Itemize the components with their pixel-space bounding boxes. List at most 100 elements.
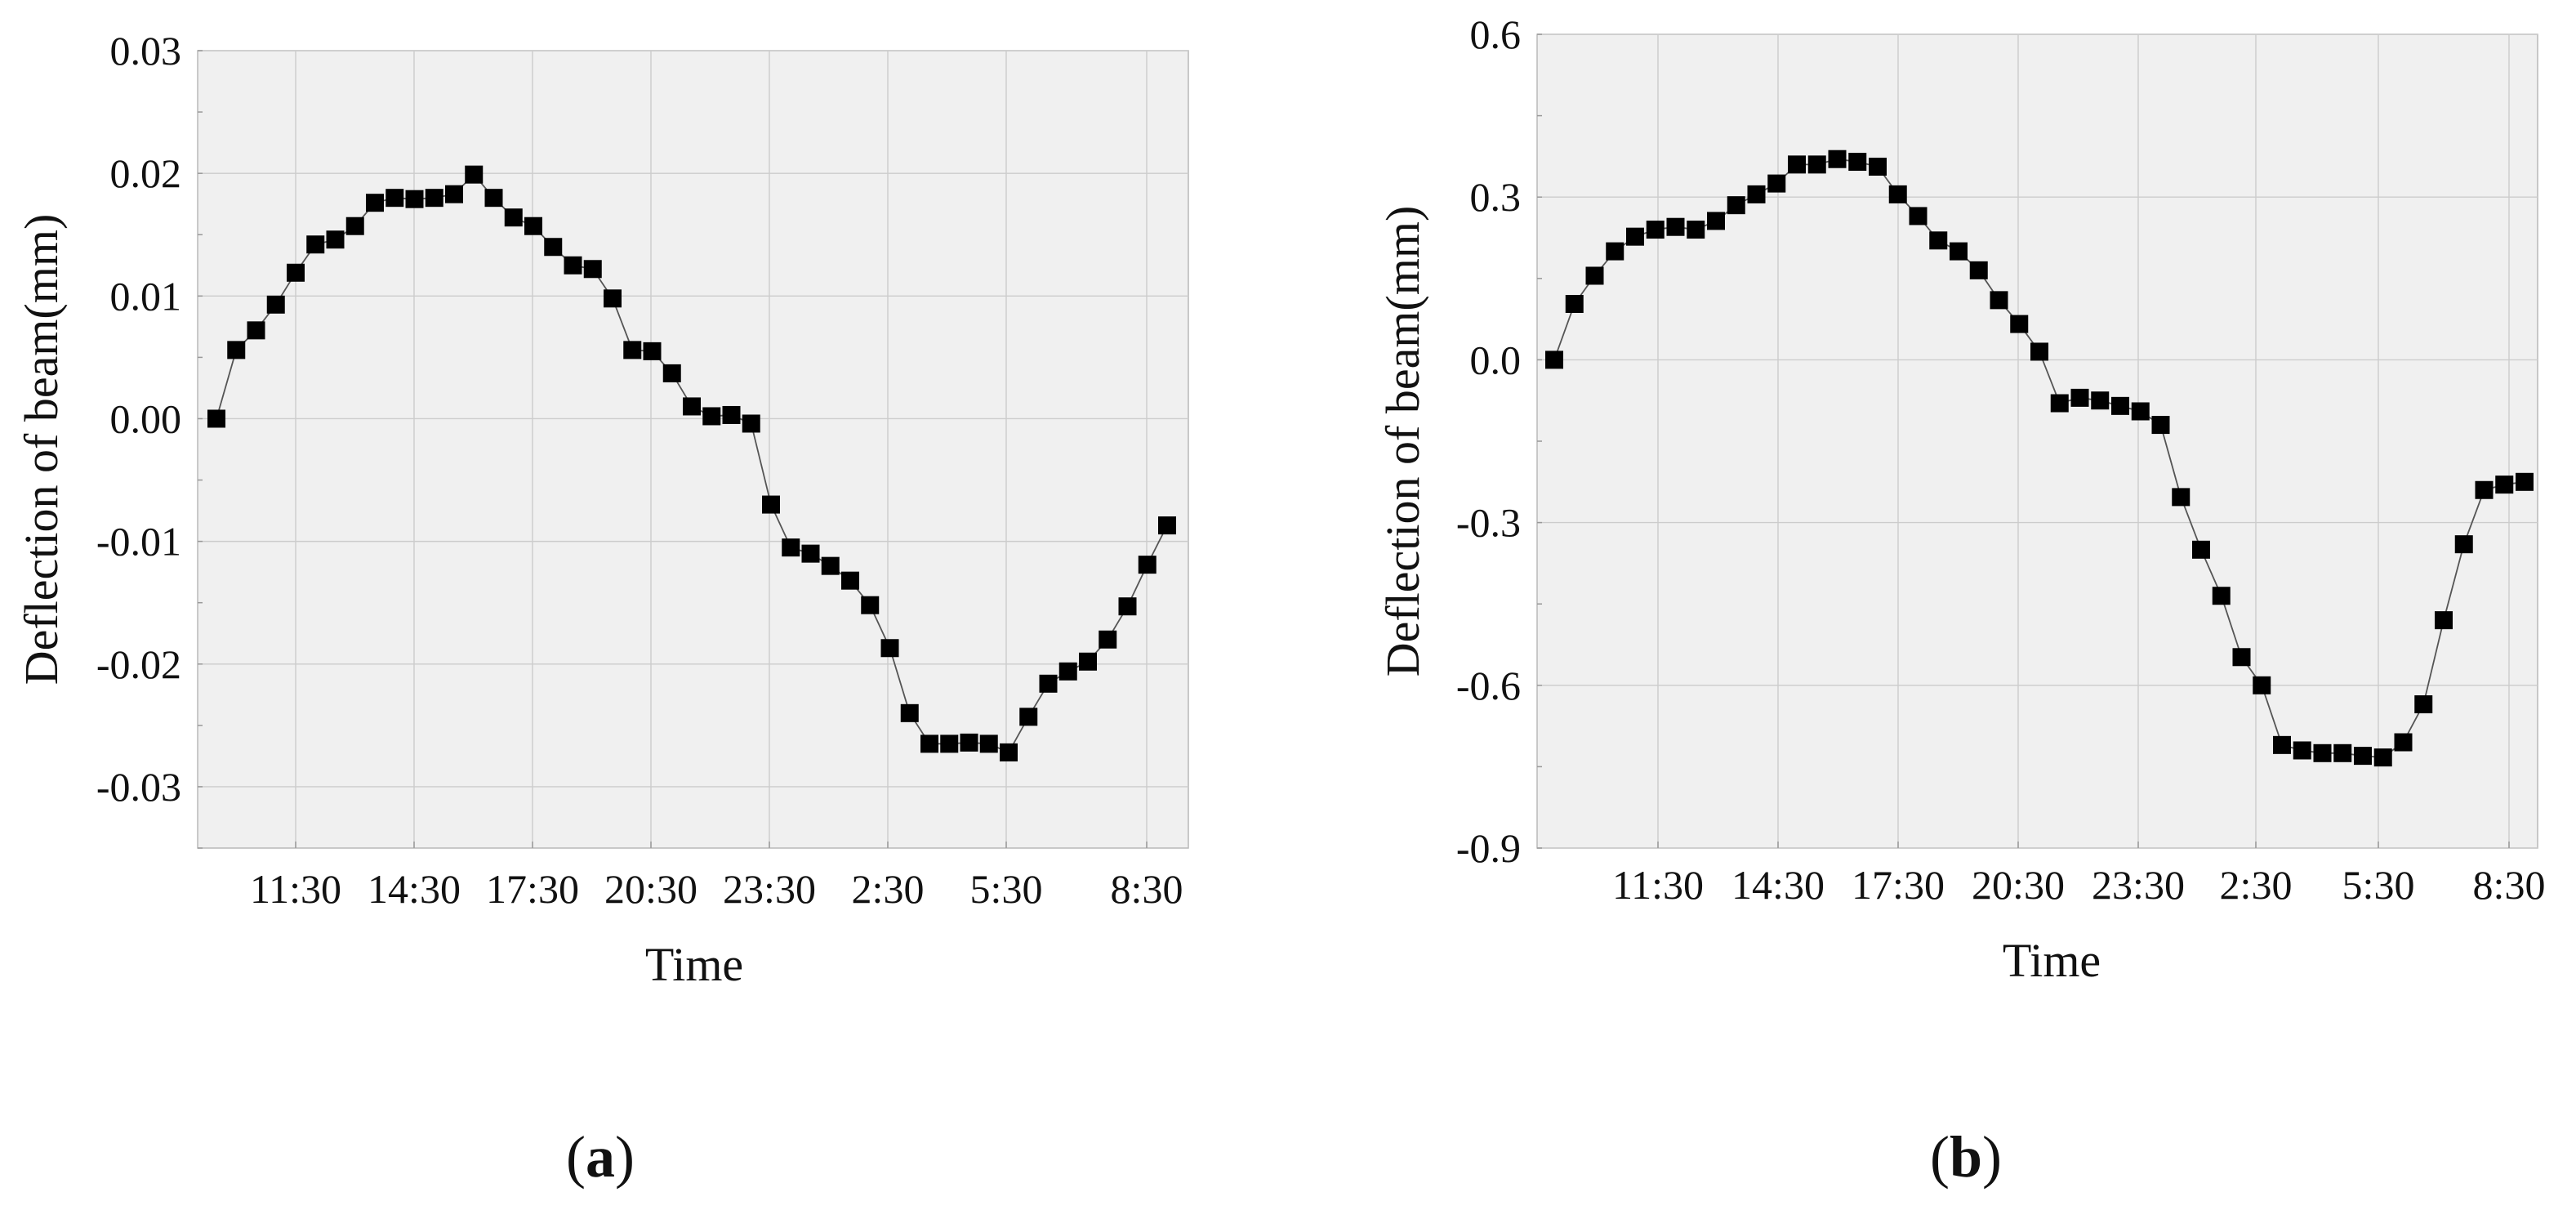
data-point-marker (1565, 295, 1584, 314)
panel-label-letter: b (1950, 1124, 1982, 1190)
data-point-marker (2516, 472, 2534, 491)
data-point-marker (1747, 185, 1766, 203)
data-point-marker (2373, 748, 2392, 767)
data-point-marker (544, 238, 563, 257)
data-point-marker (1138, 556, 1157, 574)
data-point-marker (1687, 221, 1705, 239)
panel-label-close: ) (1982, 1124, 2002, 1190)
y-axis-title: Deflection of beam(mm) (1376, 206, 1429, 677)
plot-area (197, 50, 1189, 849)
y-tick-label: 0.0 (1470, 337, 1522, 382)
data-point-marker (1019, 708, 1038, 726)
data-point-marker (1848, 153, 1867, 172)
data-point-marker (979, 735, 998, 753)
data-point-marker (207, 409, 225, 428)
x-tick-label: 17:30 (486, 866, 579, 912)
panel-label-letter: a (586, 1124, 615, 1190)
data-point-marker (1869, 158, 1887, 176)
chart-b-svg: 0.6 0.3 0.0 -0.3 -0.6 -0.9 11:30 14:30 17:30 20:3… (1376, 11, 2546, 1190)
data-point-marker (2394, 733, 2413, 752)
data-point-marker (2232, 648, 2251, 667)
panel-label-close: ) (615, 1124, 635, 1190)
data-point-marker (1039, 674, 1058, 693)
data-point-marker (1929, 231, 1948, 250)
data-point-marker (2111, 396, 2129, 415)
data-point-marker (266, 295, 285, 314)
data-point-marker (940, 735, 959, 753)
data-point-marker (742, 414, 760, 433)
y-tick-label: 0.00 (110, 395, 182, 441)
data-point-marker (1606, 242, 1624, 261)
data-point-marker (861, 596, 880, 614)
data-point-marker (1807, 155, 1826, 174)
data-point-marker (524, 217, 542, 235)
data-point-marker (2414, 695, 2433, 714)
data-point-marker (583, 260, 602, 279)
data-point-marker (326, 230, 345, 249)
data-point-marker (366, 194, 384, 212)
data-point-marker (1707, 212, 1725, 230)
x-tick-label: 8:30 (1111, 866, 1183, 912)
chart-a-svg: 0.03 0.02 0.01 0.00 -0.01 -0.02 -0.03 11:30 14:3… (15, 28, 1189, 1190)
data-point-marker (2212, 587, 2231, 605)
data-point-marker (683, 397, 701, 416)
data-point-marker (702, 407, 721, 426)
x-tick-label: 11:30 (1612, 862, 1704, 908)
data-point-marker (1950, 242, 1968, 261)
x-tick-label: 2:30 (2220, 862, 2293, 908)
x-tick-label: 23:30 (723, 866, 816, 912)
data-point-marker (2151, 416, 2170, 435)
x-tick-label: 20:30 (1972, 862, 2065, 908)
data-point-marker (1158, 516, 1176, 535)
x-tick-label: 5:30 (2342, 862, 2415, 908)
y-tick-label: -0.6 (1456, 663, 1521, 708)
data-point-marker (2475, 480, 2494, 499)
y-tick-label: 0.6 (1470, 11, 1522, 57)
data-point-marker (1118, 597, 1137, 616)
y-tick-label: 0.03 (110, 28, 182, 74)
data-point-marker (247, 321, 265, 340)
data-point-marker (1646, 221, 1665, 239)
x-tick-label: 2:30 (852, 866, 925, 912)
data-point-marker (425, 189, 443, 208)
data-point-marker (1767, 174, 1786, 193)
data-point-marker (1909, 207, 1928, 225)
data-point-marker (782, 538, 800, 557)
data-point-marker (662, 364, 681, 382)
y-tick-label: -0.03 (96, 764, 181, 810)
x-tick-label: 8:30 (2473, 862, 2546, 908)
data-point-marker (821, 556, 840, 575)
y-tick-label: 0.01 (110, 273, 182, 319)
data-point-marker (762, 495, 780, 514)
data-point-marker (960, 733, 978, 752)
panel-label-open: ( (566, 1124, 586, 1190)
data-point-marker (405, 190, 424, 208)
data-point-marker (2172, 488, 2190, 507)
data-point-marker (1099, 630, 1117, 649)
data-point-marker (2435, 611, 2453, 630)
data-point-marker (1666, 217, 1685, 236)
data-point-marker (722, 405, 741, 424)
data-point-marker (1626, 227, 1644, 246)
data-point-marker (1727, 196, 1745, 215)
data-point-marker (1828, 150, 1847, 168)
data-point-marker (920, 735, 938, 753)
data-point-marker (2010, 315, 2029, 333)
data-point-marker (2273, 735, 2291, 754)
chart-panel-a: 0.03 0.02 0.01 0.00 -0.01 -0.02 -0.03 11:30 14:3… (15, 28, 1189, 1190)
data-point-marker (801, 544, 820, 563)
data-point-marker (2192, 540, 2210, 559)
data-point-marker (2030, 342, 2048, 361)
y-tick-label: -0.9 (1456, 825, 1521, 871)
data-point-marker (2293, 741, 2311, 760)
panel-label: (b) (1930, 1124, 2002, 1190)
x-tick-label: 14:30 (368, 866, 461, 912)
data-point-marker (1990, 291, 2008, 310)
panel-label-open: ( (1930, 1124, 1950, 1190)
x-tick-label: 11:30 (250, 866, 341, 912)
data-point-marker (1585, 266, 1604, 285)
data-point-marker (386, 189, 404, 208)
data-point-marker (2354, 747, 2372, 766)
data-point-marker (287, 263, 305, 282)
y-tick-label: -0.02 (96, 641, 181, 687)
